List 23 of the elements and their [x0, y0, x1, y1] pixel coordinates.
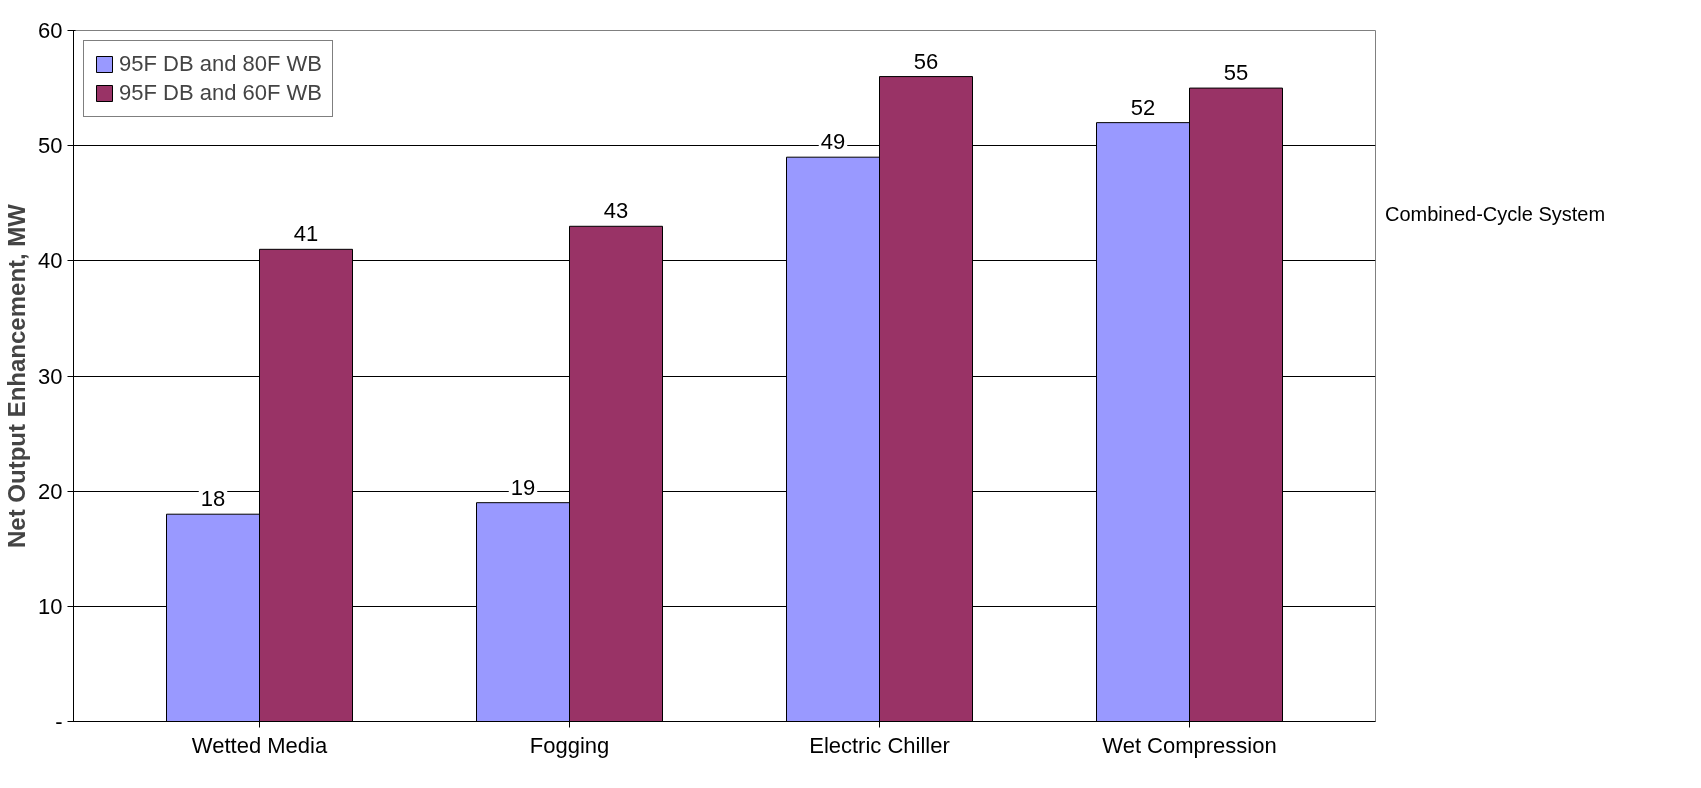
- legend-label: 95F DB and 80F WB: [119, 51, 322, 77]
- data-label: 52: [1130, 94, 1156, 120]
- text: Combined-Cycle System: [1385, 202, 1606, 227]
- legend-label: 95F DB and 60F WB: [119, 80, 322, 106]
- y-tick-label: 30: [38, 363, 63, 389]
- data-label: 43: [603, 198, 629, 224]
- y-tick-label: 40: [38, 248, 63, 274]
- data-label: 56: [913, 48, 939, 74]
- data-label: 19: [510, 474, 536, 500]
- y-tick-label: -: [55, 709, 63, 734]
- x-tick-label: Wetted Media: [191, 732, 328, 758]
- y-tick-label: 20: [38, 478, 63, 504]
- data-label: 18: [200, 486, 226, 512]
- y-tick-label: 60: [38, 18, 63, 43]
- x-tick-label: Electric Chiller: [809, 732, 950, 758]
- data-label: 49: [820, 129, 846, 155]
- data-label: 55: [1223, 60, 1249, 86]
- data-label: 41: [293, 221, 319, 247]
- y-axis-title: Net Output Enhancement, MW: [3, 203, 31, 548]
- y-tick-label: 10: [38, 593, 63, 619]
- x-tick-label: Wet Compression: [1102, 732, 1277, 758]
- y-tick-label: 50: [38, 133, 63, 159]
- x-tick-label: Fogging: [529, 732, 610, 758]
